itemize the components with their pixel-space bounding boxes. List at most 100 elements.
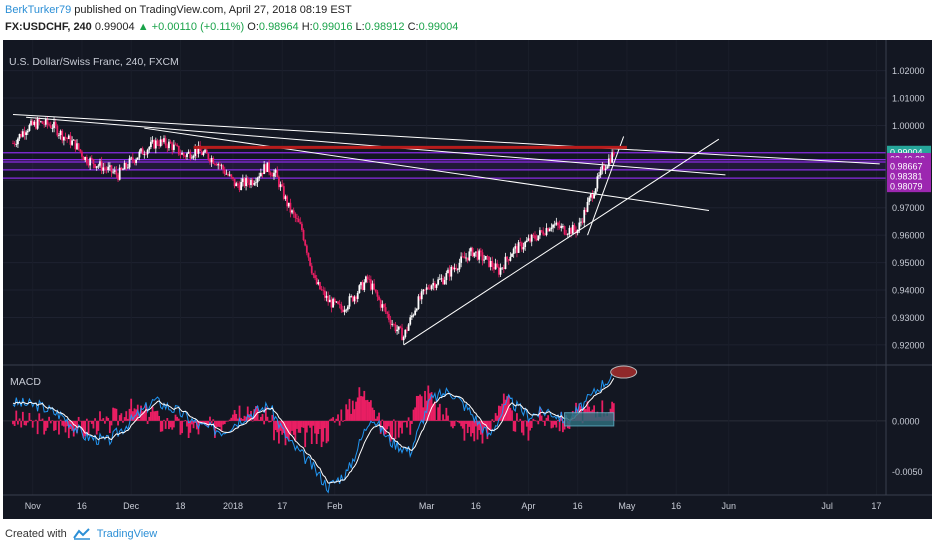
macd-histogram-bar [13, 420, 16, 427]
macd-histogram-bar [371, 407, 374, 421]
candle-body [460, 256, 463, 263]
macd-histogram-bar [391, 420, 394, 440]
macd-histogram-bar [136, 404, 139, 421]
macd-histogram-bar [74, 420, 77, 427]
author-link[interactable]: BerkTurker79 [5, 4, 72, 16]
candle-body [534, 235, 536, 239]
x-tick-label: 2018 [223, 501, 243, 511]
macd-histogram-bar [82, 420, 85, 438]
macd-histogram-bar [151, 406, 154, 421]
open-label: O: [247, 21, 259, 33]
candle-body [54, 121, 57, 126]
macd-histogram-bar [612, 403, 615, 421]
candle-body [195, 148, 198, 154]
candle-body [166, 145, 169, 149]
macd-tick-label: 0.0000 [892, 416, 920, 426]
macd-histogram-bar [373, 410, 376, 421]
candle-body [161, 139, 164, 142]
macd-histogram-bar [282, 420, 285, 433]
chart-canvas[interactable]: U.S. Dollar/Swiss Franc, 240, FXCM MACD … [3, 40, 932, 519]
candle-body [522, 247, 525, 250]
candle-body [333, 298, 336, 302]
candle-body [315, 278, 318, 285]
macd-histogram-bar [601, 400, 604, 421]
candle-body [473, 252, 476, 257]
price-tag-label: 0.98381 [890, 171, 923, 181]
candle-body [430, 285, 433, 289]
macd-histogram-bar [507, 395, 510, 421]
candle-body [317, 282, 320, 285]
candle-body [358, 285, 361, 293]
macd-histogram-bar [465, 420, 467, 424]
candle-body [151, 140, 154, 142]
macd-histogram-bar [44, 420, 47, 431]
macd-histogram-bar [122, 420, 124, 423]
macd-histogram-bar [435, 419, 438, 421]
candle-body [593, 194, 595, 199]
macd-histogram-bar [366, 399, 369, 421]
macd-histogram-bar [53, 420, 55, 431]
high-value: 0.99016 [312, 21, 353, 33]
macd-histogram-bar [23, 420, 26, 426]
macd-histogram-bar [31, 420, 34, 428]
candle-body [383, 304, 385, 308]
candle-body [550, 227, 553, 229]
candle-body [104, 167, 106, 169]
candle-body [177, 145, 180, 155]
macd-histogram-bar [330, 418, 333, 421]
macd-histogram-bar [484, 420, 487, 427]
macd-histogram-bar [442, 414, 444, 421]
candle-body [184, 156, 187, 158]
candle-body [607, 158, 610, 167]
candle-body [360, 282, 362, 286]
candle-body [26, 130, 29, 133]
macd-histogram-bar [369, 400, 372, 421]
tradingview-brand[interactable]: TradingView [96, 528, 158, 540]
macd-histogram-bar [56, 420, 59, 422]
macd-histogram-bar [207, 420, 210, 427]
candle-body [282, 186, 285, 199]
candle-body [512, 248, 515, 254]
candle-body [125, 162, 128, 168]
macd-histogram-bar [105, 416, 108, 421]
macd-histogram-bar [145, 404, 147, 421]
candle-body [566, 233, 569, 235]
candle-body [120, 167, 123, 170]
candle-body [205, 149, 208, 154]
candle-body [478, 250, 481, 260]
macd-histogram-bar [557, 419, 559, 421]
candle-body [18, 134, 21, 139]
candle-body [527, 238, 530, 241]
candle-body [217, 164, 220, 166]
candle-body [598, 175, 600, 177]
candle-body [259, 172, 262, 177]
macd-histogram-bar [452, 420, 454, 429]
candle-body [294, 213, 297, 219]
candle-body [586, 201, 589, 212]
candle-body [90, 158, 93, 160]
candle-body [227, 173, 229, 176]
macd-label: MACD [10, 376, 41, 388]
candle-body [484, 256, 487, 260]
candle-body [486, 256, 489, 257]
candle-body [438, 278, 441, 280]
candle-body [465, 257, 467, 259]
candle-body [71, 140, 73, 145]
candle-body [273, 172, 275, 177]
trendline-long [12, 113, 880, 165]
macd-histogram-bar [130, 398, 133, 421]
macd-histogram-bar [253, 409, 256, 421]
candle-body [58, 134, 60, 136]
candle-body [368, 278, 371, 280]
candle-body [545, 228, 548, 235]
macd-histogram-bar [153, 411, 156, 421]
candle-body [194, 148, 197, 157]
macd-histogram-bar [540, 415, 543, 421]
macd-histogram-bar [553, 420, 556, 425]
candle-body [202, 152, 205, 155]
candle-body [346, 306, 349, 310]
macd-histogram-bar [110, 420, 113, 426]
candle-body [338, 303, 341, 305]
macd-histogram-bar [276, 420, 279, 433]
candle-body [397, 326, 400, 330]
